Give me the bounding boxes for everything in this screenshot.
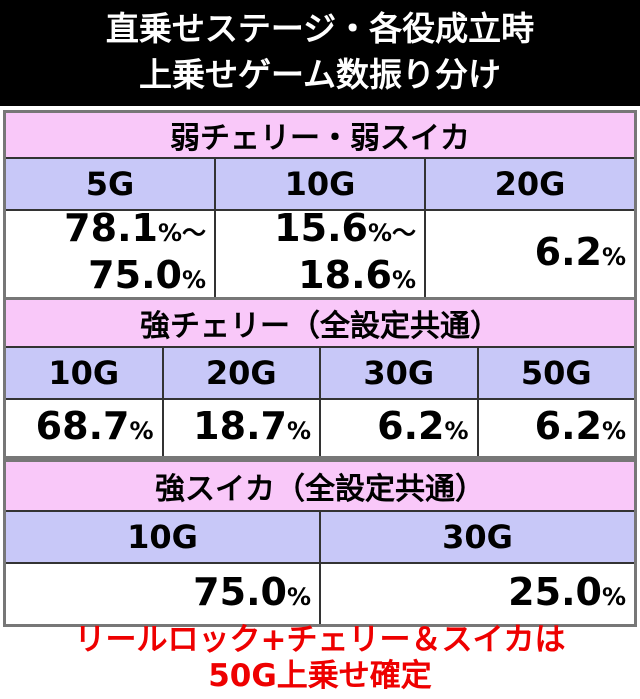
value-line: 18.7% <box>193 403 311 448</box>
value-cell: 75.0% <box>6 564 321 624</box>
header-row: 10G 20G 30G 50G <box>6 348 634 400</box>
value-cell: 25.0% <box>321 564 634 624</box>
column-header: 10G <box>6 512 321 564</box>
value-line: 75.0% <box>193 569 311 614</box>
column-header: 10G <box>6 348 164 400</box>
value-line: 6.2% <box>534 229 626 274</box>
header-line: 上乗せゲーム数振り分け <box>138 55 501 94</box>
column-header: 50G <box>478 348 634 400</box>
column-header: 30G <box>321 348 479 400</box>
value-cell: 6.2% <box>426 211 634 297</box>
value-row: 75.0% 25.0% <box>6 564 634 624</box>
table-title: 強チェリー（全設定共通） <box>6 300 634 348</box>
header-line: 直乗せステージ・各役成立時 <box>105 9 535 48</box>
table: 強スイカ（全設定共通） 10G 30G 75.0% 25.0% <box>3 459 637 627</box>
value-line: 68.7% <box>35 403 154 448</box>
column-header: 10G <box>216 159 426 211</box>
header-row: 5G 10G 20G <box>6 159 634 211</box>
footer-line: リールロック+チェリー＆スイカは <box>74 622 566 658</box>
value-cell: 6.2% <box>479 400 635 456</box>
footer: リールロック+チェリー＆スイカは 50G上乗せ確定 <box>0 622 640 694</box>
value-row: 78.1%〜 75.0% 15.6%〜 18.6% 6.2% <box>6 207 634 297</box>
column-header: 20G <box>163 348 321 400</box>
value-line: 25.0% <box>508 569 626 614</box>
footer-line: 50G上乗せ確定 <box>208 658 432 694</box>
value-line: 18.6% <box>298 253 416 297</box>
value-line: 75.0% <box>88 253 206 297</box>
header-row: 10G 30G <box>6 512 634 564</box>
table: 弱チェリー・弱スイカ 5G 10G 20G 78.1%〜 75.0% 15.6%〜 18.6%… <box>3 110 637 300</box>
value-line: 78.1%〜 <box>64 206 206 250</box>
value-line: 6.2% <box>377 403 469 448</box>
table: 強チェリー（全設定共通） 10G 20G 30G 50G 68.7% 18.7% 6.2% 6.… <box>3 297 637 459</box>
value-cell: 15.6%〜 18.6% <box>216 207 426 297</box>
value-line: 15.6%〜 <box>274 206 416 250</box>
column-header: 5G <box>6 159 216 211</box>
value-row: 68.7% 18.7% 6.2% 6.2% <box>6 400 634 456</box>
value-cell: 68.7% <box>6 400 164 456</box>
column-header: 30G <box>321 512 634 564</box>
value-line: 6.2% <box>534 403 626 448</box>
value-cell: 6.2% <box>321 400 479 456</box>
column-header: 20G <box>426 159 634 211</box>
header: 直乗せステージ・各役成立時 上乗せゲーム数振り分け <box>0 0 640 106</box>
value-cell: 78.1%〜 75.0% <box>6 207 216 297</box>
table-title: 弱チェリー・弱スイカ <box>6 113 634 159</box>
table-title: 強スイカ（全設定共通） <box>6 462 634 512</box>
value-cell: 18.7% <box>164 400 321 456</box>
